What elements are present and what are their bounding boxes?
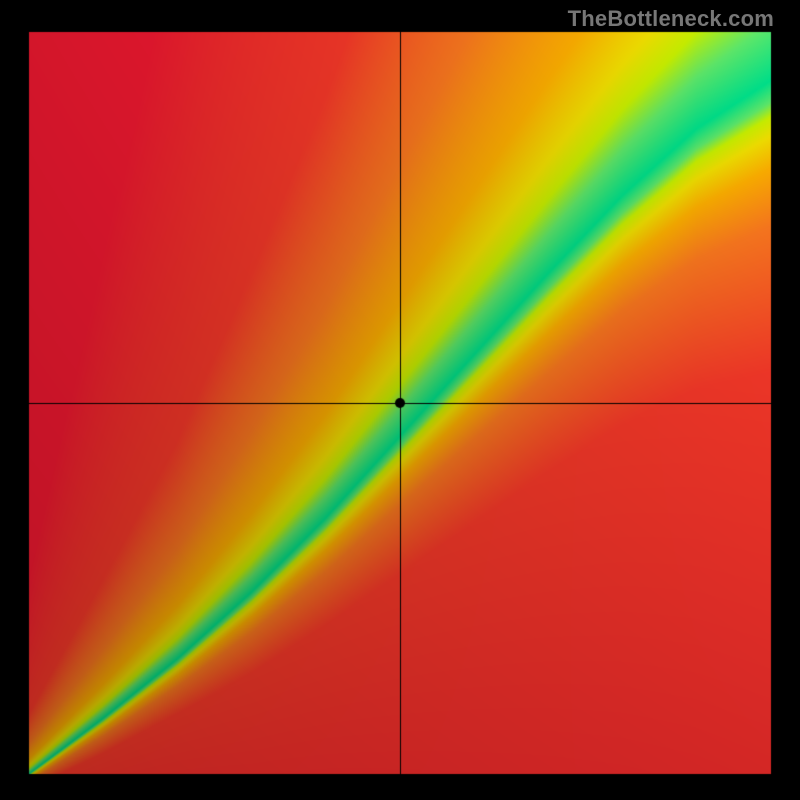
watermark-text: TheBottleneck.com bbox=[568, 6, 774, 32]
chart-container: TheBottleneck.com bbox=[0, 0, 800, 800]
bottleneck-heatmap bbox=[0, 0, 800, 800]
